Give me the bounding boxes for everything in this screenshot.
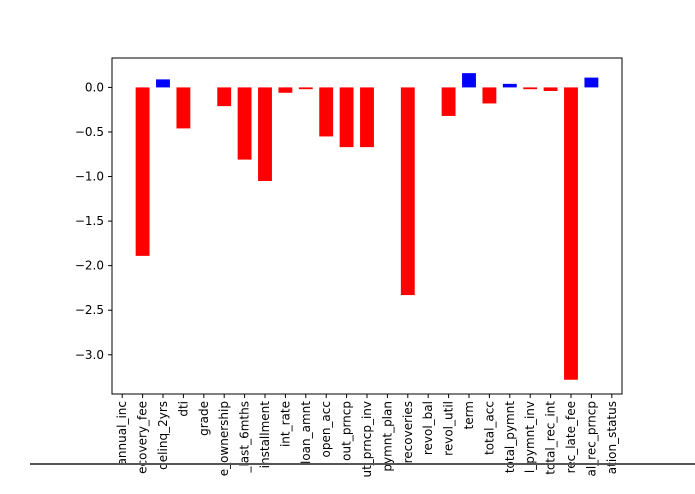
y-axis: 0.0 −0.5 −1.0 −1.5 −2.0 −2.5 −3.0 bbox=[75, 80, 112, 362]
x-tick-label: e_ownership bbox=[217, 401, 231, 476]
bar-total_pymnt bbox=[502, 83, 517, 88]
x-tick-label: installment bbox=[258, 401, 272, 469]
y-tick-label: 0.0 bbox=[85, 80, 104, 94]
bar-term bbox=[462, 73, 476, 88]
bar-total_acc bbox=[482, 87, 497, 104]
bar-dti bbox=[176, 87, 191, 129]
bar-_last_6mths bbox=[237, 87, 252, 160]
x-tick-label: open_acc bbox=[319, 401, 333, 458]
bar-int_rate bbox=[278, 87, 293, 93]
bars bbox=[135, 73, 599, 380]
bar-rec_late_fee bbox=[564, 87, 578, 380]
x-tick-label: annual_inc bbox=[115, 401, 129, 465]
bar-ecovery_fee bbox=[135, 87, 150, 256]
bar-installment bbox=[258, 87, 272, 181]
bar-revol_util bbox=[441, 87, 456, 116]
bar-delinq_2yrs bbox=[156, 79, 170, 88]
x-tick-label: out_prncp bbox=[340, 401, 354, 461]
bottom-rule bbox=[30, 463, 695, 465]
bar-recoveries bbox=[400, 87, 415, 296]
x-tick-label: int_rate bbox=[278, 401, 292, 447]
y-tick-label: −0.5 bbox=[75, 125, 104, 139]
x-axis: annual_inc ecovery_fee delinq_2yrs dti grade… bbox=[115, 394, 619, 478]
x-tick-label: dti bbox=[176, 401, 190, 417]
bar-total_rec_int bbox=[543, 87, 558, 91]
x-tick-label: revol_bal bbox=[421, 401, 435, 455]
y-tick-label: −2.5 bbox=[75, 303, 104, 317]
y-tick-label: −3.0 bbox=[75, 348, 104, 362]
x-tick-label: pymnt_plan bbox=[380, 401, 394, 472]
x-tick-label: recoveries bbox=[401, 401, 415, 463]
bar-ut_prncp_inv bbox=[360, 87, 374, 148]
x-tick-label: ecovery_fee bbox=[136, 401, 150, 474]
x-tick-label: total_pymnt bbox=[503, 401, 517, 473]
x-tick-label: term bbox=[462, 401, 476, 430]
bar-e_ownership bbox=[217, 87, 232, 107]
x-tick-label: al_rec_prncp bbox=[584, 401, 598, 477]
x-tick-label: delinq_2yrs bbox=[156, 401, 170, 470]
y-tick-label: −1.0 bbox=[75, 170, 104, 184]
x-tick-label: grade bbox=[197, 401, 211, 436]
x-tick-label: revol_util bbox=[442, 401, 456, 456]
x-tick-label: ut_prncp_inv bbox=[360, 401, 374, 478]
bar-open_acc bbox=[319, 87, 334, 137]
x-tick-label: _last_6mths bbox=[238, 401, 252, 474]
y-tick-label: −2.0 bbox=[75, 259, 104, 273]
x-tick-label: loan_amnt bbox=[299, 401, 313, 464]
x-tick-label: total_acc bbox=[482, 401, 496, 455]
plot-area bbox=[111, 57, 623, 395]
bar-out_prncp bbox=[339, 87, 354, 148]
x-tick-label: ation_status bbox=[605, 401, 619, 474]
x-tick-label: total_rec_int bbox=[544, 401, 558, 475]
x-tick-label: rec_late_fee bbox=[564, 401, 578, 473]
y-tick-label: −1.5 bbox=[75, 214, 104, 228]
bar-loan_amnt bbox=[298, 87, 313, 90]
bar-al_rec_prncp bbox=[584, 77, 599, 88]
bar-l_pymnt_inv bbox=[523, 87, 538, 90]
x-tick-label: l_pymnt_inv bbox=[523, 401, 537, 473]
